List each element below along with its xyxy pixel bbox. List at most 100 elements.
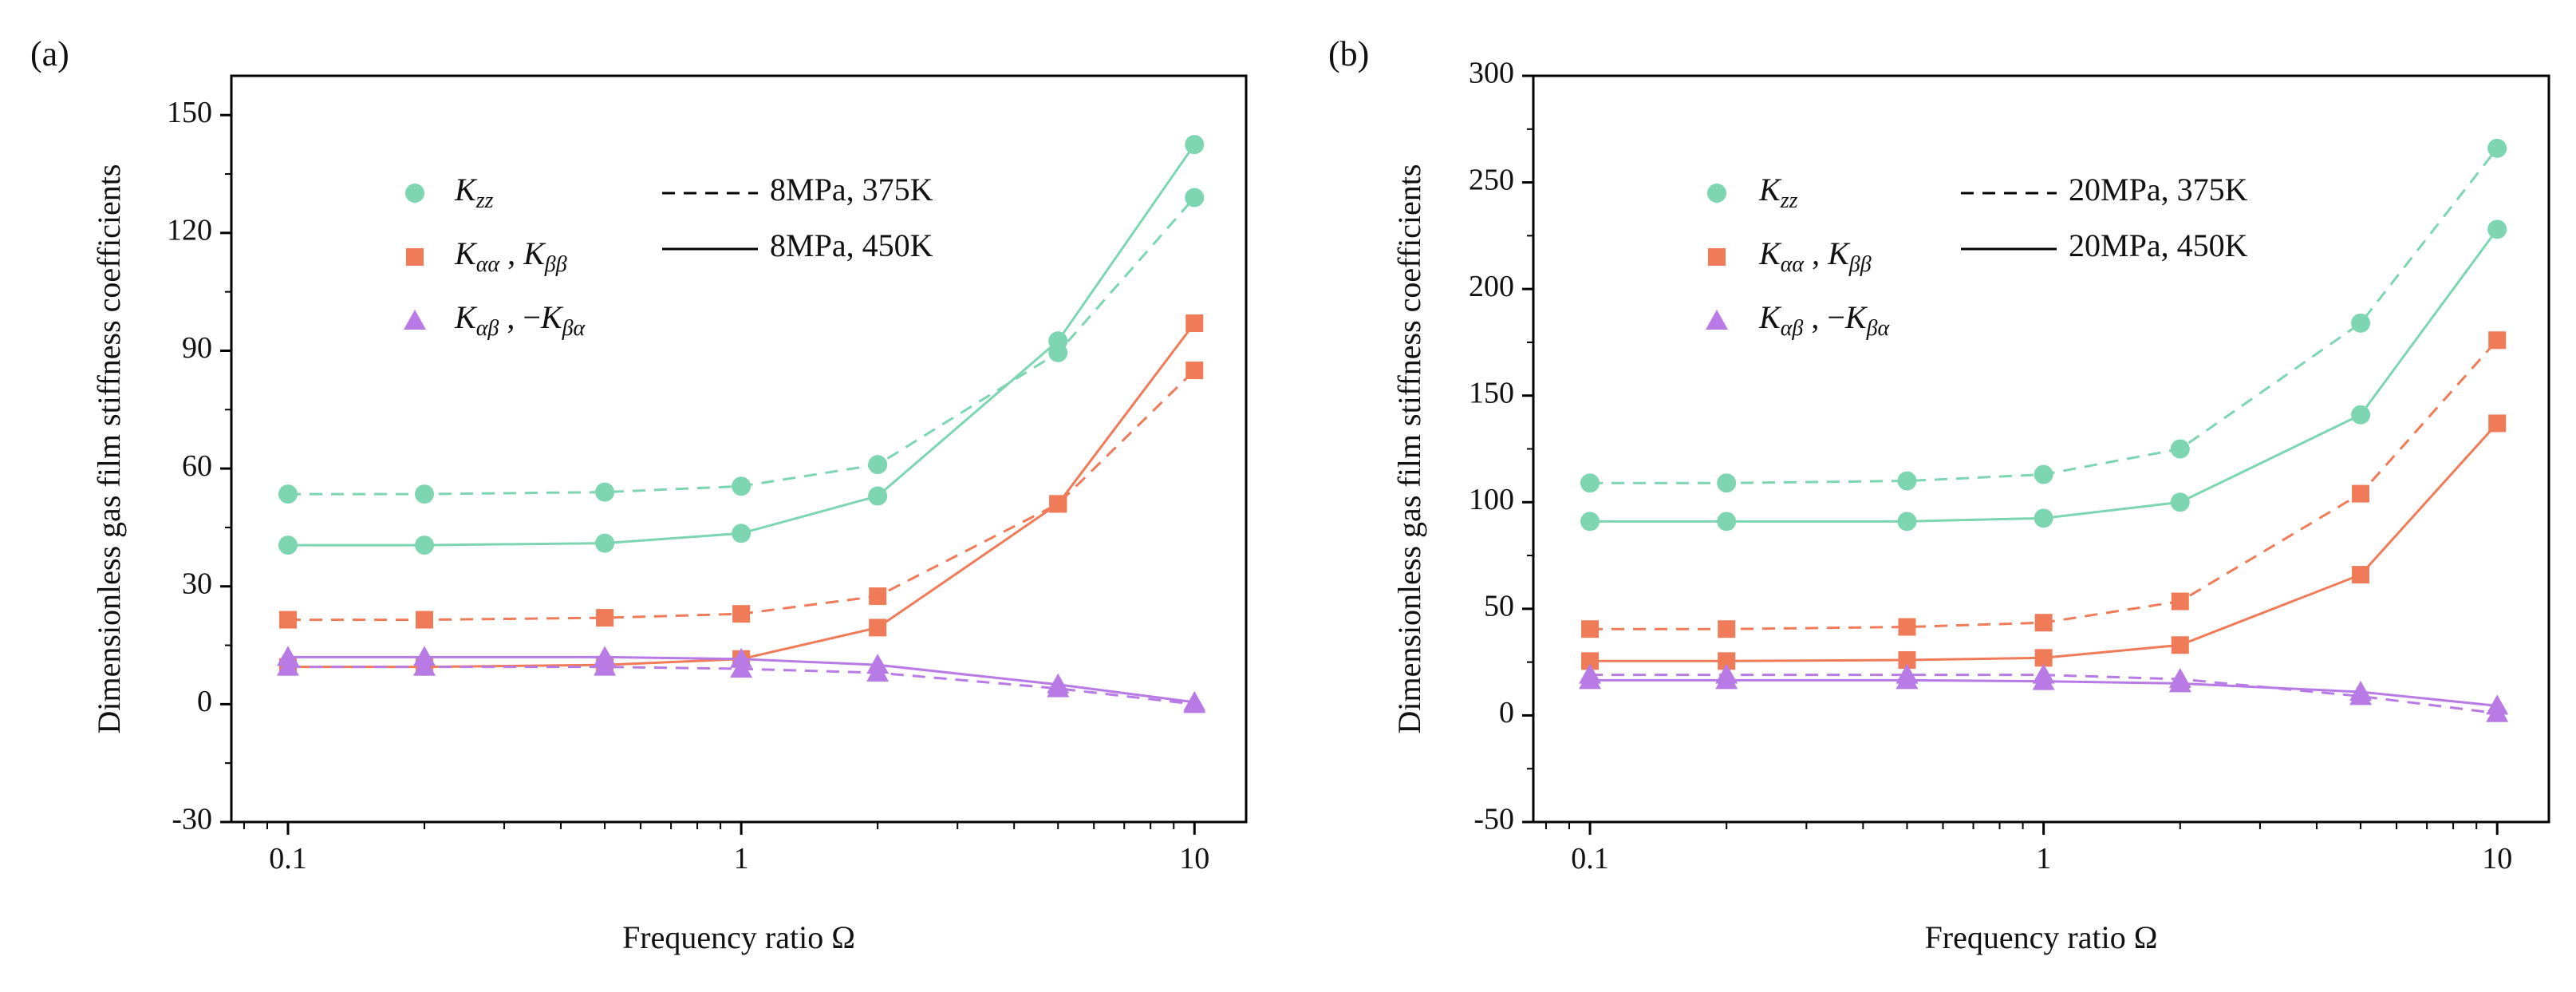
- data-point: [869, 587, 887, 606]
- data-point: [866, 654, 890, 674]
- data-point: [1048, 331, 1068, 351]
- y-tick-label: 100: [1469, 483, 1514, 516]
- x-tick-label: 1: [734, 842, 749, 875]
- data-point: [2034, 508, 2053, 528]
- data-point: [2034, 464, 2053, 484]
- y-tick-label: 50: [1484, 590, 1514, 623]
- legend-label-part: zz: [475, 188, 494, 213]
- data-point: [2170, 439, 2190, 459]
- legend-label-part: ββ: [544, 252, 567, 277]
- data-point: [869, 619, 887, 637]
- legend-label: Kαα , Kββ: [454, 235, 567, 277]
- legend-label-part: K: [454, 235, 478, 271]
- data-point: [1896, 669, 1919, 690]
- x-axis-label: Frequency ratio Ω: [622, 919, 855, 955]
- data-point: [416, 611, 434, 629]
- data-point: [415, 536, 435, 555]
- chart-panel: -50 0 50 100 150 200 250 300 0.1 1 10 Frequency rat…: [1328, 34, 2550, 955]
- data-point: [730, 647, 753, 668]
- legend-marker: [404, 310, 426, 330]
- data-point: [732, 476, 751, 496]
- legend-line-label: 20MPa, 450K: [2069, 227, 2248, 263]
- y-axis-label: Dimensionless gas film stiffness coeffic…: [91, 164, 127, 734]
- data-point: [1897, 471, 1917, 491]
- data-point: [278, 536, 298, 555]
- legend-line-label: 8MPa, 450K: [770, 227, 933, 263]
- x-tick-label: 10: [1179, 842, 1209, 875]
- legend-label-part: βα: [1866, 316, 1891, 341]
- panel-label: (b): [1328, 34, 1369, 73]
- data-point: [1715, 669, 1738, 690]
- data-point: [2487, 219, 2507, 239]
- data-point: [732, 524, 751, 543]
- legend-label-part: zz: [1780, 188, 1798, 213]
- y-tick-label: 30: [182, 567, 212, 600]
- data-point: [2171, 636, 2189, 654]
- x-axis-label: Frequency ratio Ω: [1925, 919, 2158, 955]
- legend-label-part: K: [454, 172, 478, 207]
- legend-label-part: ββ: [1848, 252, 1872, 277]
- data-point: [1897, 512, 1917, 532]
- data-point: [1580, 473, 1600, 493]
- data-point: [1183, 690, 1206, 711]
- data-point: [732, 605, 751, 623]
- legend-label: Kαβ , −Kβα: [1758, 299, 1891, 341]
- panel-label: (a): [30, 34, 69, 73]
- legend-marker: [1706, 310, 1728, 330]
- data-point: [413, 646, 436, 666]
- x-tick-label: 1: [2036, 842, 2051, 875]
- data-point: [278, 611, 297, 629]
- legend-label: Kzz: [454, 172, 494, 213]
- legend-label-part: ,: [1804, 235, 1828, 271]
- legend-label-part: αβ: [1781, 316, 1804, 341]
- plot-frame: [1532, 74, 2550, 824]
- data-point: [2168, 672, 2191, 693]
- legend-marker: [1708, 248, 1726, 266]
- data-point: [2351, 313, 2371, 333]
- y-tick-label: 120: [167, 214, 212, 247]
- legend-label: Kαα , Kββ: [1758, 235, 1872, 277]
- y-tick-label: 0: [197, 685, 212, 718]
- legend-label-part: , −: [1803, 299, 1845, 335]
- legend-label-part: αα: [1781, 252, 1805, 277]
- data-point: [596, 609, 614, 627]
- data-point: [1581, 652, 1600, 670]
- y-axis-label: Dimensionless gas film stiffness coeffic…: [1391, 164, 1427, 734]
- y-tick-label: 0: [1499, 696, 1514, 729]
- data-point: [1579, 669, 1602, 690]
- legend-line-label: 8MPa, 375K: [770, 172, 933, 207]
- y-tick-label: 300: [1469, 57, 1514, 90]
- legend-label-part: , −: [499, 299, 541, 335]
- data-point: [1717, 473, 1737, 493]
- y-tick-label: 250: [1469, 163, 1514, 196]
- data-point: [1185, 362, 1204, 380]
- y-tick-label: -50: [1473, 803, 1514, 836]
- data-point: [868, 455, 888, 475]
- data-point: [415, 484, 435, 504]
- data-point: [1581, 620, 1600, 638]
- y-tick-label: 90: [182, 331, 212, 365]
- y-tick-label: 150: [1469, 376, 1514, 409]
- legend-label-part: K: [454, 299, 478, 335]
- legend-marker: [405, 184, 424, 203]
- data-point: [2034, 649, 2053, 667]
- plot-frame: [230, 74, 1248, 824]
- legend-label-part: K: [1758, 235, 1782, 271]
- legend-label-part: βα: [562, 316, 586, 341]
- data-point: [594, 646, 617, 666]
- data-point: [2351, 405, 2371, 425]
- data-point: [868, 486, 888, 506]
- data-point: [1185, 135, 1205, 155]
- data-point: [276, 646, 299, 666]
- x-tick-label: 0.1: [1571, 842, 1609, 875]
- legend-label-part: ,: [499, 235, 523, 271]
- data-point: [1898, 650, 1916, 669]
- data-point: [1047, 673, 1070, 694]
- data-point: [2349, 681, 2373, 702]
- data-point: [2488, 414, 2507, 433]
- x-tick-label: 10: [2482, 842, 2512, 875]
- data-point: [2032, 670, 2055, 690]
- data-point: [2487, 138, 2507, 158]
- data-point: [2171, 592, 2189, 611]
